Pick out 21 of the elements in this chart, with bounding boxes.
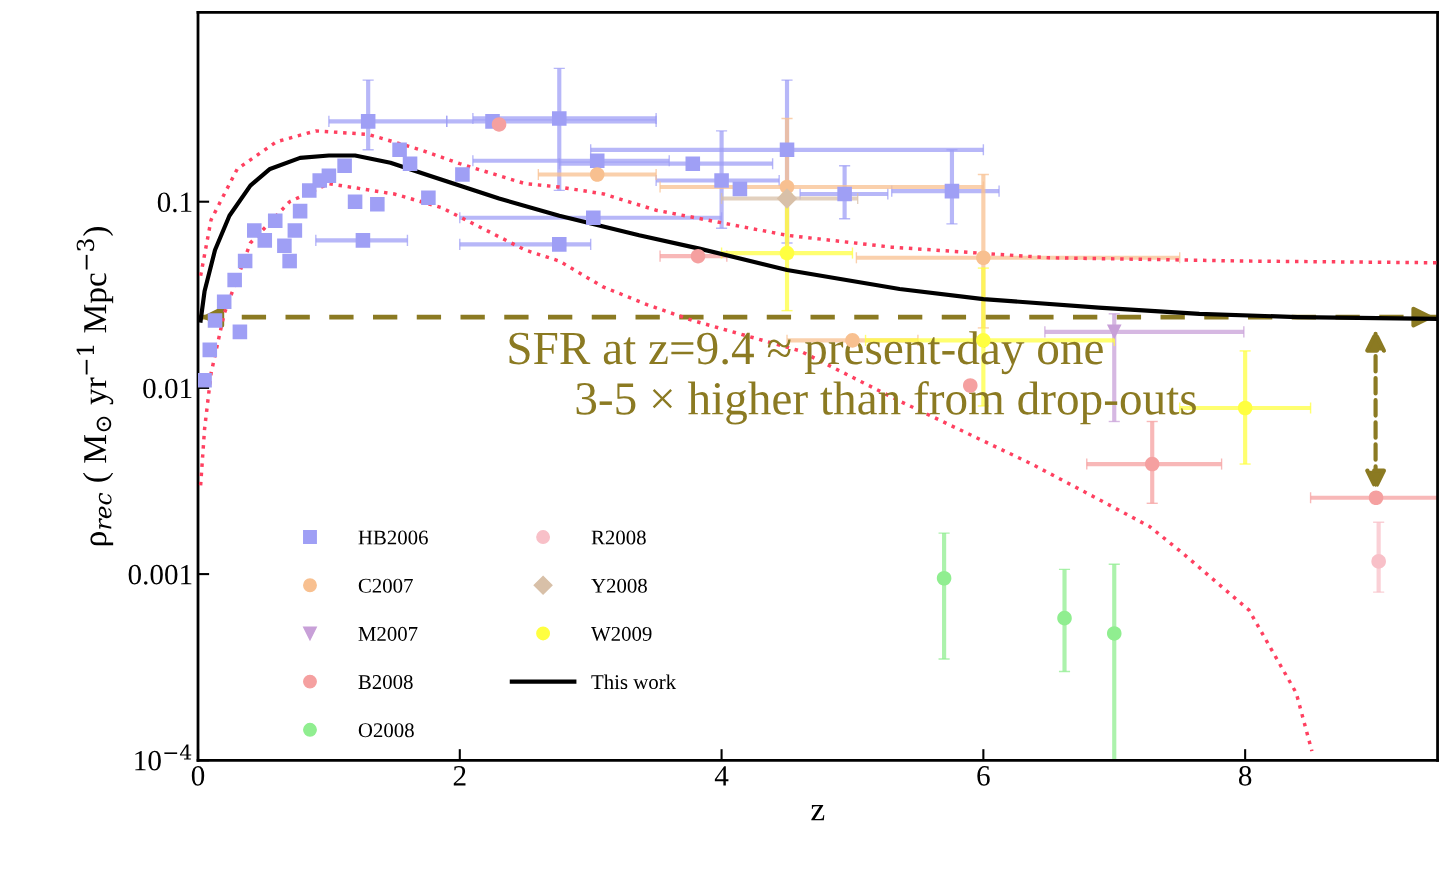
legend-label: B2008 bbox=[358, 675, 413, 690]
text: ρ$_{rec}$ ( M$_{⊙}$ yr$^{−1}$ Mpc$^{−3}$) bbox=[76, 227, 114, 546]
y-tick-label: 0.01 bbox=[143, 378, 192, 399]
legend-label: Y2008 bbox=[591, 578, 647, 593]
legend-label: R2008 bbox=[591, 530, 646, 545]
x-tick-label: 8 bbox=[1238, 765, 1252, 786]
y-tick-label: 0.1 bbox=[157, 192, 192, 213]
y-tick-label: 0.001 bbox=[128, 564, 192, 585]
legend-label: M2007 bbox=[358, 626, 418, 641]
legend-label: O2008 bbox=[358, 723, 414, 738]
x-tick-label: 2 bbox=[453, 766, 466, 786]
x-tick-label: 4 bbox=[714, 766, 729, 786]
x-tick-label: 0 bbox=[191, 765, 205, 786]
legend-label: W2009 bbox=[591, 626, 652, 642]
legend-label: HB2006 bbox=[358, 530, 428, 545]
legend-label: C2007 bbox=[358, 578, 413, 593]
legend-label: This work bbox=[591, 674, 677, 690]
x-axis-title: z bbox=[811, 804, 825, 821]
annotation: 3-5 × higher than from drop-outs bbox=[576, 381, 1196, 425]
y-tick-label: 10$^{−4}$ bbox=[135, 744, 192, 771]
x-tick-label: 6 bbox=[977, 766, 990, 786]
